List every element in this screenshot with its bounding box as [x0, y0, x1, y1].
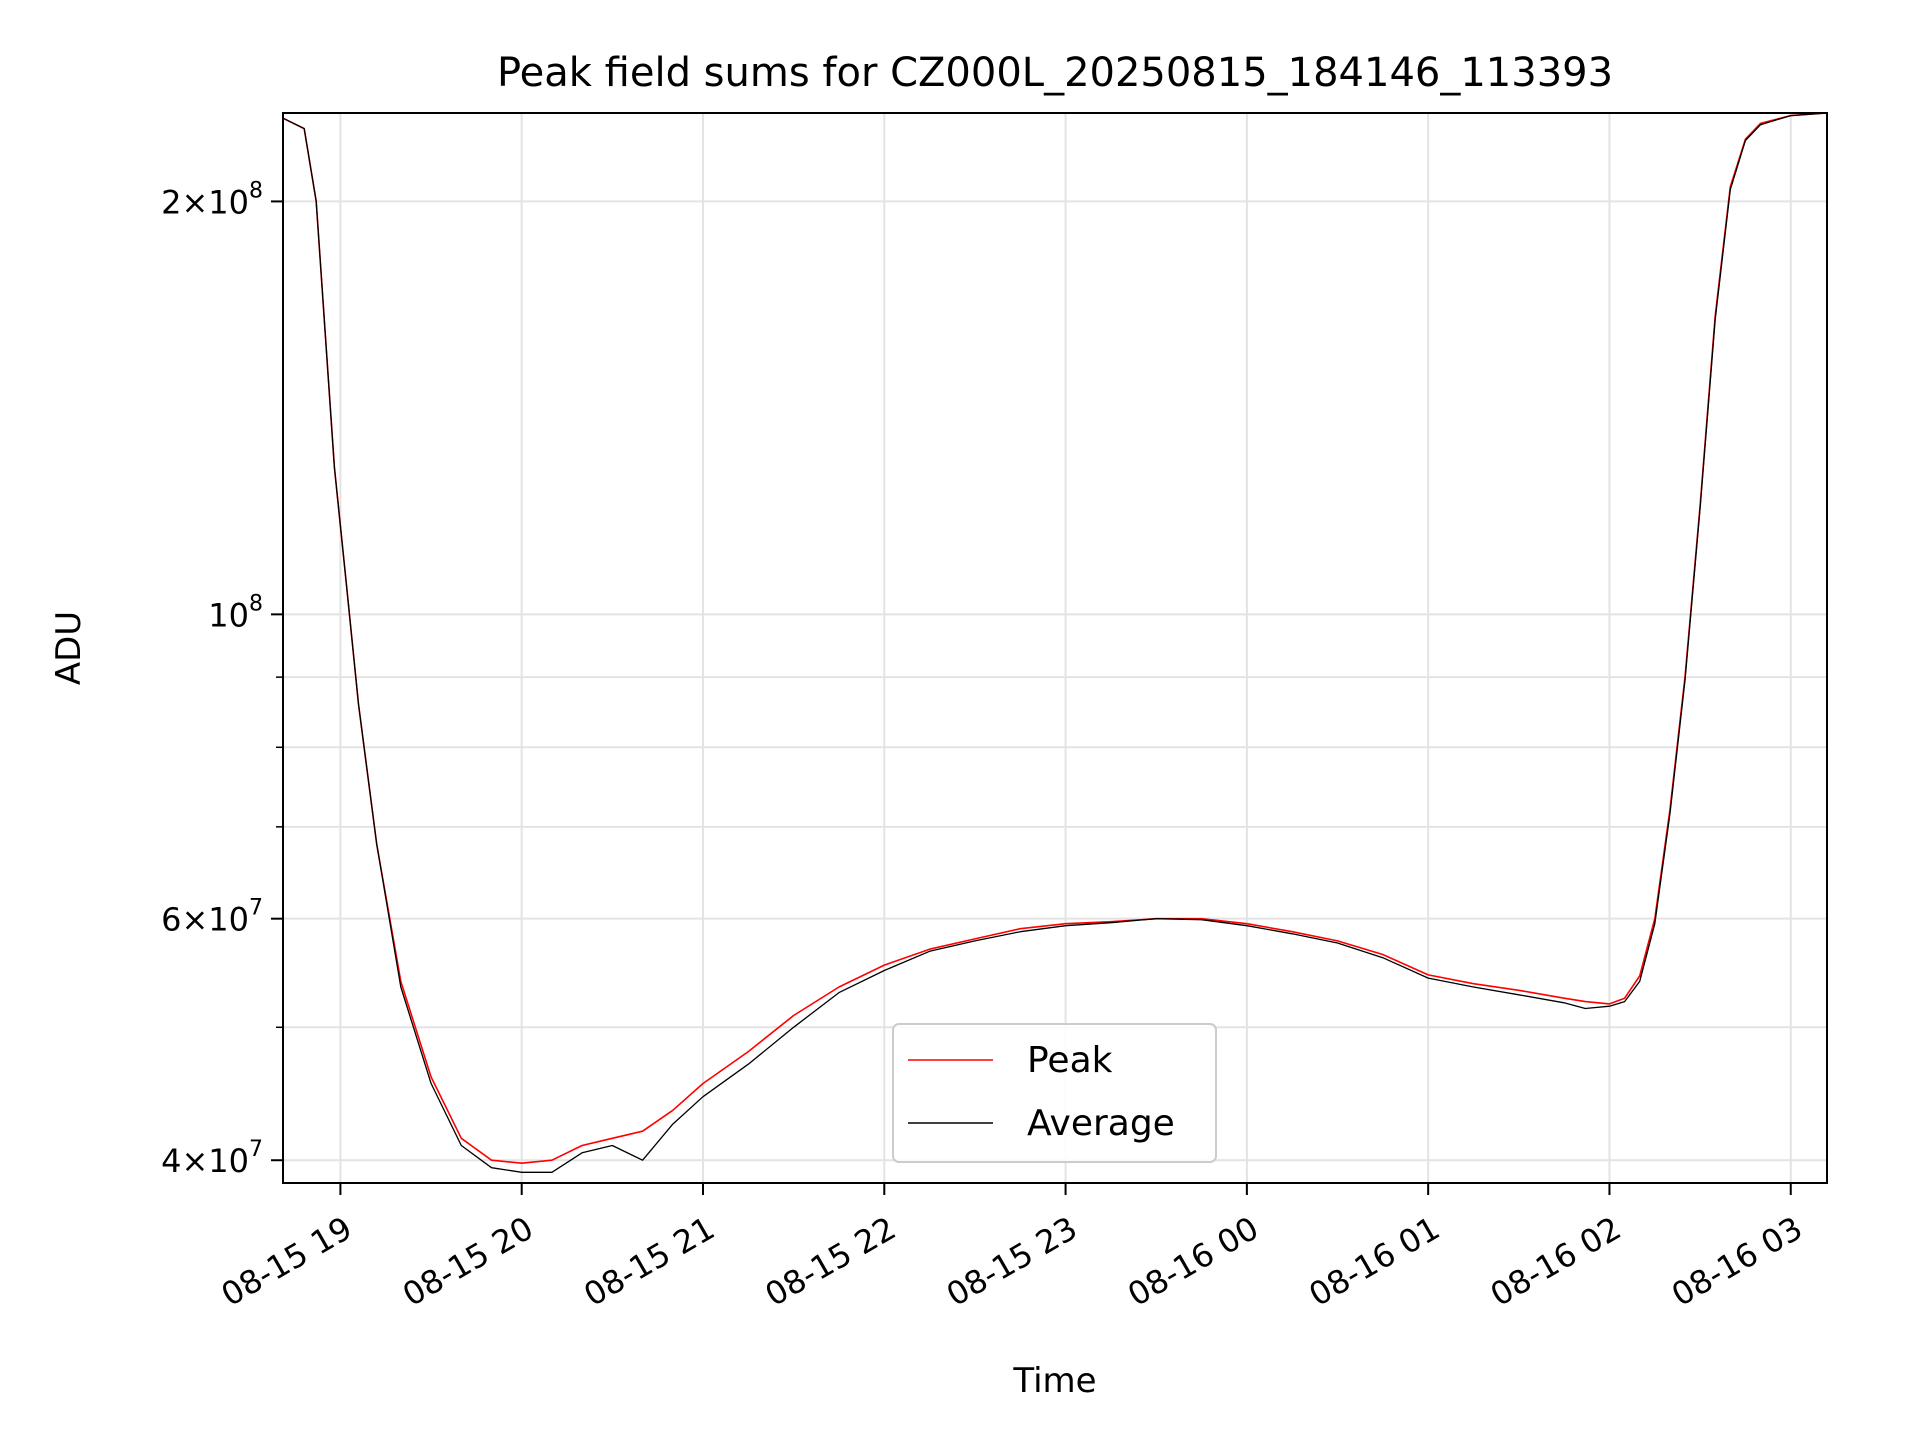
x-axis-label: Time [1012, 1361, 1096, 1401]
chart-title: Peak field sums for CZ000L_20250815_1841… [497, 50, 1613, 96]
legend: Peak Average [892, 1023, 1217, 1163]
series-layer [282, 112, 1828, 1173]
series-line-average [282, 112, 1828, 1173]
legend-label-average: Average [1027, 1103, 1175, 1144]
y-tick-label: 108 [208, 591, 263, 634]
plot-frame [282, 112, 1828, 1184]
y-tick-label: 2×108 [161, 178, 263, 221]
legend-box [892, 1023, 1217, 1163]
y-axis-label: ADU [49, 611, 89, 685]
legend-label-peak: Peak [1027, 1040, 1113, 1081]
y-tick-label: 4×107 [161, 1137, 263, 1180]
y-tick-label: 6×107 [161, 896, 263, 939]
